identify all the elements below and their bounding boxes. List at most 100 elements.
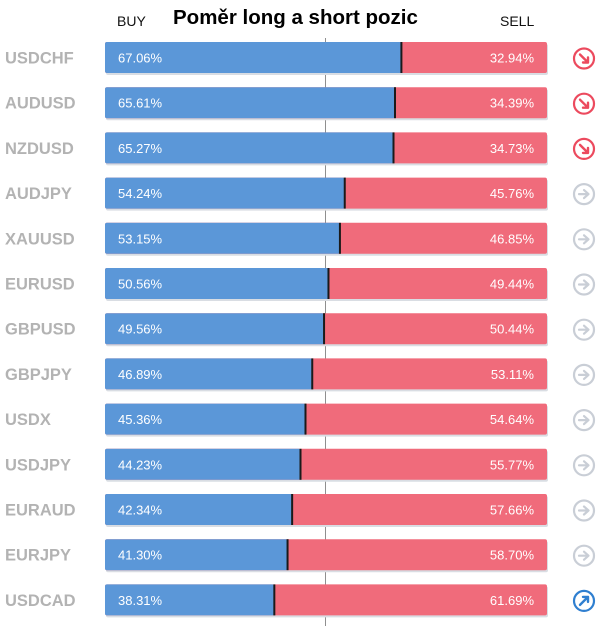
sell-value-label: 32.94% [490,51,535,66]
pair-row: AUDJPY 54.24% 45.76% [5,177,596,211]
pair-label: USDX [5,411,51,429]
bar-divider [392,132,395,164]
buy-value-label: 46.89% [118,367,163,382]
buy-value-label: 67.06% [118,51,163,66]
pair-row: EURJPY 41.30% 58.70% [5,539,596,573]
buy-bar [105,42,402,73]
chart-title: Poměr long a short pozic [173,6,418,29]
arrow-down-right-circle-icon [572,47,596,70]
pair-label: AUDJPY [5,185,72,203]
bar-divider [400,42,403,73]
arrow-right-circle-icon [572,273,596,296]
buy-value-label: 41.30% [118,548,163,563]
buy-bar [105,87,395,119]
pair-label: NZDUSD [5,140,74,158]
pair-label: GBPJPY [5,366,72,384]
sell-value-label: 50.44% [490,322,535,337]
pair-label: EURAUD [5,502,76,520]
icon-arrow [577,279,590,290]
pair-row: XAUUSD 53.15% 46.85% [5,222,596,256]
bar-divider [343,177,346,209]
pair-label: EURJPY [5,547,71,565]
bar-divider [291,494,294,525]
sell-header: SELL [500,13,535,29]
sell-value-label: 45.76% [490,186,535,201]
pair-row: EURUSD 50.56% 49.44% [5,268,596,301]
pair-label: XAUUSD [5,230,75,248]
arrow-right-circle-icon [572,363,596,386]
buy-value-label: 50.56% [118,277,163,292]
buy-bar [105,222,340,254]
sell-value-label: 49.44% [490,277,535,292]
sell-value-label: 57.66% [490,503,535,518]
buy-bar [105,494,293,525]
icon-arrow [578,53,590,64]
arrow-right-circle-icon [572,544,596,567]
icon-arrow [577,189,590,200]
icon-arrow [577,550,590,561]
bar-divider [393,87,396,119]
pair-row: USDCHF 67.06% 32.94% [5,42,596,75]
pair-label: AUDUSD [5,95,76,113]
bar-divider [299,448,302,480]
sell-value-label: 46.85% [490,231,535,246]
icon-arrow [578,143,590,155]
bar-divider [338,222,341,254]
sell-value-label: 55.77% [490,457,535,472]
pair-row: AUDUSD 65.61% 34.39% [5,87,596,121]
pair-label: USDCHF [5,50,74,68]
pair-label: USDJPY [5,456,71,474]
arrow-down-right-circle-icon [572,137,596,160]
arrow-down-right-circle-icon [572,92,596,115]
sell-value-label: 61.69% [490,593,535,608]
sell-value-label: 34.39% [490,96,535,111]
arrow-right-circle-icon [572,228,596,251]
buy-bar [105,448,301,480]
buy-value-label: 38.31% [118,593,163,608]
bar-divider [327,268,330,299]
buy-bar [105,584,275,616]
sell-value-label: 58.70% [490,548,535,563]
buy-bar [105,132,394,164]
buy-bar [105,313,325,345]
bar-divider [304,403,307,435]
arrow-right-circle-icon [572,183,596,206]
buy-value-label: 54.24% [118,186,163,201]
pair-label: GBPUSD [5,321,76,339]
icon-arrow [577,369,590,380]
pair-row: GBPUSD 49.56% 50.44% [5,313,596,347]
bar-divider [323,313,326,345]
buy-value-label: 53.15% [118,231,163,246]
bar-divider [286,539,289,571]
pair-row: USDX 45.36% 54.64% [5,403,596,437]
buy-bar [105,403,306,435]
icon-arrow [577,505,590,516]
pair-row: NZDUSD 65.27% 34.73% [5,132,596,166]
icon-arrow [577,234,590,245]
buy-value-label: 42.34% [118,503,163,518]
pair-label: EURUSD [5,276,75,294]
arrow-right-circle-icon [572,454,596,477]
buy-value-label: 44.23% [118,457,163,472]
buy-bar [105,358,313,390]
bar-divider [311,358,314,390]
arrow-right-circle-icon [572,499,596,522]
pair-row: USDJPY 44.23% 55.77% [5,448,596,482]
icon-arrow [578,98,590,109]
buy-header: BUY [117,13,146,29]
buy-value-label: 45.36% [118,412,163,427]
pair-row: EURAUD 42.34% 57.66% [5,494,596,527]
icon-arrow [577,415,590,426]
sell-value-label: 53.11% [491,367,535,382]
icon-arrow [578,595,590,607]
bar-divider [273,584,276,616]
buy-value-label: 49.56% [118,322,163,337]
buy-bar [105,268,329,299]
arrow-right-circle-icon [572,318,596,341]
sell-value-label: 34.73% [490,141,535,156]
sell-value-label: 54.64% [490,412,535,427]
pair-label: USDCAD [5,592,76,610]
icon-arrow [577,324,590,335]
arrow-right-circle-icon [572,409,596,432]
